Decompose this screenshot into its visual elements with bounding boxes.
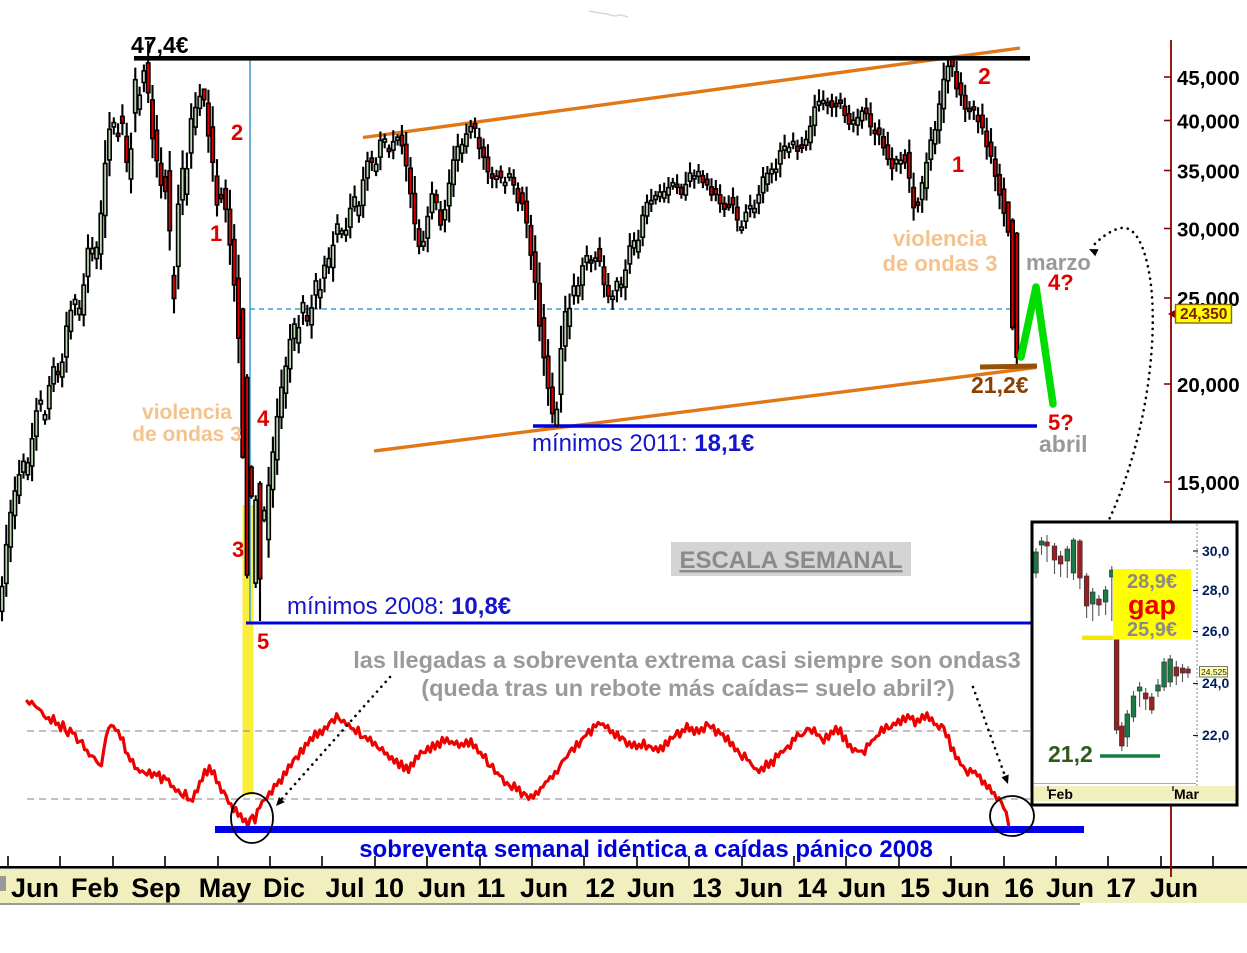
svg-text:4: 4	[257, 406, 270, 431]
svg-text:Jun: Jun	[1150, 873, 1198, 903]
svg-text:12: 12	[585, 873, 615, 903]
svg-text:13: 13	[692, 873, 722, 903]
svg-text:5?: 5?	[1048, 410, 1074, 435]
svg-text:30,000: 30,000	[1177, 219, 1240, 242]
svg-text:Jul: Jul	[325, 873, 364, 903]
svg-text:4?: 4?	[1048, 270, 1074, 295]
svg-text:gap: gap	[1128, 590, 1176, 620]
svg-text:10: 10	[374, 873, 404, 903]
svg-text:Dic: Dic	[263, 873, 305, 903]
svg-text:15,000: 15,000	[1177, 472, 1240, 495]
svg-text:Jun: Jun	[1046, 873, 1094, 903]
svg-text:3: 3	[232, 537, 244, 562]
svg-text:45,000: 45,000	[1177, 67, 1240, 90]
svg-text:mínimos 2008: 10,8€: mínimos 2008: 10,8€	[287, 593, 511, 620]
svg-text:de ondas 3: de ondas 3	[883, 251, 998, 276]
svg-text:Mar: Mar	[1174, 786, 1199, 802]
svg-text:mínimos 2011: 18,1€: mínimos 2011: 18,1€	[532, 430, 754, 457]
svg-text:21,2: 21,2	[1048, 741, 1093, 767]
svg-text:40,000: 40,000	[1177, 111, 1240, 134]
svg-text:17: 17	[1106, 873, 1136, 903]
svg-text:5: 5	[257, 629, 269, 654]
svg-text:1: 1	[952, 152, 964, 177]
svg-text:Jun: Jun	[838, 873, 886, 903]
svg-text:16: 16	[1004, 873, 1034, 903]
svg-text:de ondas 3: de ondas 3	[132, 423, 242, 446]
svg-text:Jun: Jun	[627, 873, 675, 903]
svg-text:47,4€: 47,4€	[131, 32, 189, 58]
svg-text:24,0: 24,0	[1202, 675, 1229, 691]
svg-text:sobreventa semanal idéntica a: sobreventa semanal idéntica a caídas pán…	[359, 836, 933, 863]
svg-text:las llegadas a sobreventa extr: las llegadas a sobreventa extrema casi s…	[353, 647, 1020, 673]
svg-text:15: 15	[900, 873, 930, 903]
svg-text:Feb: Feb	[1048, 786, 1073, 802]
svg-text:28,0: 28,0	[1202, 582, 1229, 598]
svg-text:26,0: 26,0	[1202, 623, 1229, 639]
svg-text:24.525: 24.525	[1201, 667, 1227, 677]
svg-text:35,000: 35,000	[1177, 161, 1240, 184]
svg-text:2: 2	[231, 120, 243, 145]
svg-text:abril: abril	[1039, 431, 1088, 457]
svg-text:Jun: Jun	[520, 873, 568, 903]
svg-text:21,2€: 21,2€	[971, 372, 1029, 398]
svg-text:1: 1	[210, 221, 222, 246]
svg-text:Sep: Sep	[131, 873, 181, 903]
svg-text:20,000: 20,000	[1177, 374, 1240, 397]
svg-text:11: 11	[477, 873, 506, 903]
svg-text:28,9€: 28,9€	[1127, 571, 1177, 593]
svg-text:violencia: violencia	[142, 401, 232, 424]
svg-text:violencia: violencia	[893, 226, 988, 251]
svg-text:14: 14	[797, 873, 827, 903]
svg-text:Jun: Jun	[735, 873, 783, 903]
svg-text:22,0: 22,0	[1202, 727, 1229, 743]
svg-text:24,350: 24,350	[1180, 306, 1227, 323]
svg-text:Jun: Jun	[418, 873, 466, 903]
svg-text:ESCALA SEMANAL: ESCALA SEMANAL	[679, 547, 902, 574]
svg-text:Jun: Jun	[11, 873, 59, 903]
svg-text:30,0: 30,0	[1202, 543, 1229, 559]
svg-text:Jun: Jun	[942, 873, 990, 903]
svg-text:May: May	[199, 873, 252, 903]
svg-text:marzo: marzo	[1026, 250, 1091, 275]
svg-text:Feb: Feb	[71, 873, 119, 903]
svg-text:(queda tras un rebote más caíd: (queda tras un rebote más caídas= suelo …	[421, 675, 954, 701]
svg-text:25,9€: 25,9€	[1127, 619, 1177, 641]
svg-text:2: 2	[978, 63, 991, 89]
